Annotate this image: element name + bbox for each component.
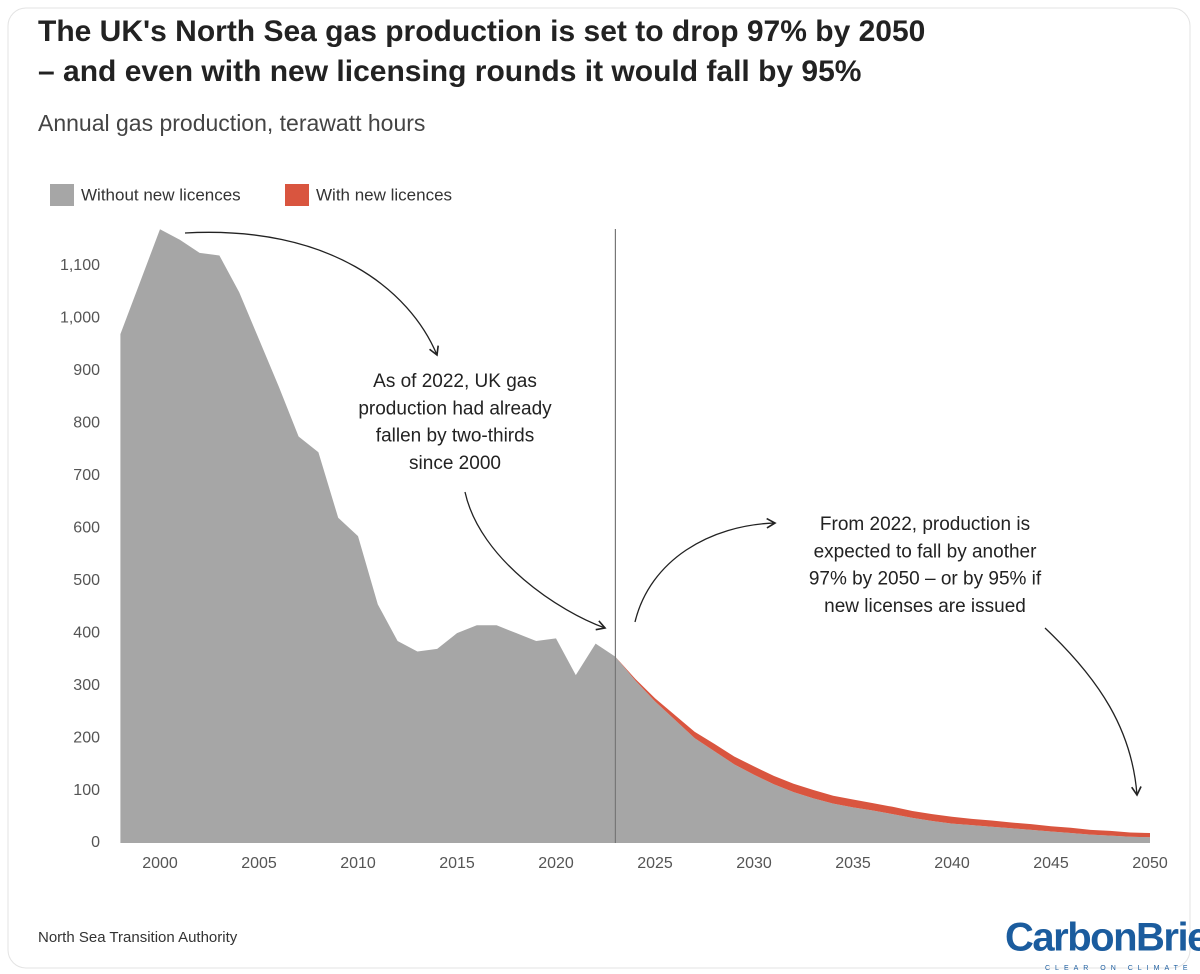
y-tick-label: 0 <box>91 834 100 851</box>
y-tick-label: 500 <box>73 572 100 589</box>
x-tick-label: 2030 <box>736 855 772 872</box>
y-tick-label: 1,000 <box>60 310 100 327</box>
y-tick-label: 100 <box>73 782 100 799</box>
legend-swatch <box>285 184 309 206</box>
chart-title: The UK's North Sea gas production is set… <box>38 15 925 48</box>
plot: Without new licences With new licences 0 10… <box>50 184 1168 872</box>
legend-swatch <box>50 184 74 206</box>
annotation: From 2022, production is <box>820 514 1030 535</box>
annotation: production had already <box>358 398 552 419</box>
x-tick-label: 2000 <box>142 855 178 872</box>
tagline: CLEAR ON CLIMATE <box>1045 965 1193 972</box>
annotation: fallen by two-thirds <box>376 426 534 447</box>
y-tick-label: 300 <box>73 677 100 694</box>
y-tick-label: 700 <box>73 467 100 484</box>
x-tick-label: 2015 <box>439 855 475 872</box>
x-tick-label: 2040 <box>934 855 970 872</box>
chart-title: – and even with new licensing rounds it … <box>38 55 861 88</box>
arrow <box>634 517 777 623</box>
y-tick-label: 600 <box>73 519 100 536</box>
x-tick-label: 2035 <box>835 855 871 872</box>
area <box>120 229 1150 844</box>
arrow <box>184 231 439 357</box>
y-tick-label: 800 <box>73 415 100 432</box>
legend-label: With new licences <box>316 185 452 204</box>
arrow <box>1044 627 1142 797</box>
y-tick-label: 400 <box>73 624 100 641</box>
x-tick-label: 2010 <box>340 855 376 872</box>
y-tick-label: 900 <box>73 362 100 379</box>
annotation: As of 2022, UK gas <box>373 371 537 392</box>
arrow <box>464 491 607 631</box>
legend-label: Without new licences <box>81 185 241 204</box>
annotation: 97% by 2050 – or by 95% if <box>809 569 1042 590</box>
source: North Sea Transition Authority <box>38 929 238 946</box>
y-tick-label: 200 <box>73 729 100 746</box>
y-tick-label: 1,100 <box>60 257 100 274</box>
annotation: since 2000 <box>409 453 501 474</box>
x-tick-label: 2005 <box>241 855 277 872</box>
x-tick-label: 2045 <box>1033 855 1069 872</box>
logo: CarbonBrief <box>1005 916 1200 960</box>
annotation: expected to fall by another <box>814 541 1038 562</box>
x-tick-label: 2020 <box>538 855 574 872</box>
x-tick-label: 2025 <box>637 855 673 872</box>
chart-subtitle: Annual gas production, terawatt hours <box>38 110 425 136</box>
annotation: new licenses are issued <box>824 596 1026 617</box>
x-tick-label: 2050 <box>1132 855 1168 872</box>
